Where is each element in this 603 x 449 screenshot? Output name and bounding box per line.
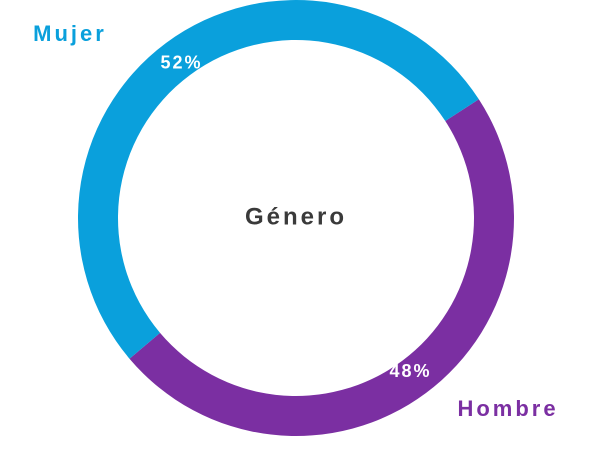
donut-segment bbox=[129, 99, 514, 436]
category-label: Mujer bbox=[33, 21, 107, 46]
donut-segment bbox=[78, 0, 479, 359]
value-label: 52% bbox=[161, 53, 203, 73]
category-label: Hombre bbox=[457, 396, 558, 421]
value-label: 48% bbox=[389, 361, 431, 381]
chart-title: Género bbox=[245, 203, 347, 230]
